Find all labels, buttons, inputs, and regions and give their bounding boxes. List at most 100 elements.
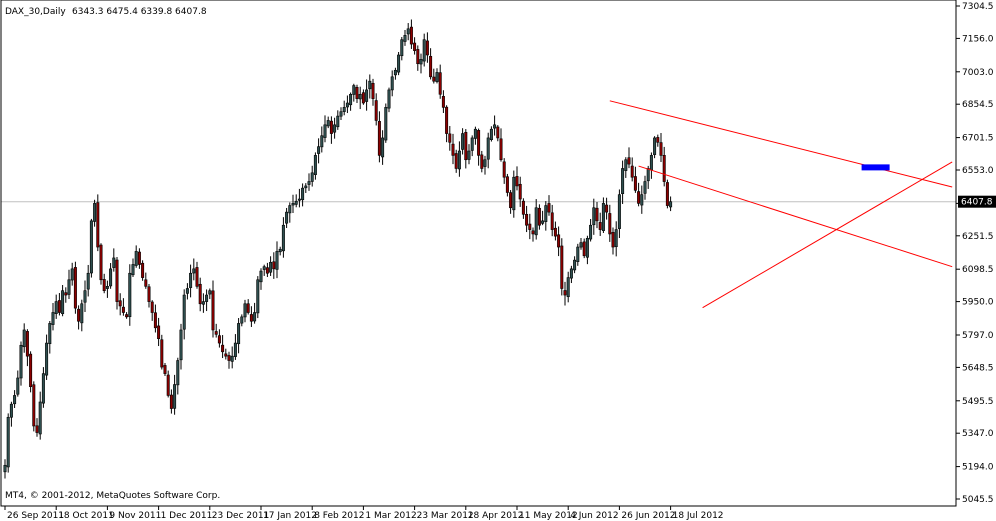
candle-body — [473, 128, 477, 139]
candle-body — [541, 220, 545, 224]
x-tick-label: 26 Sep 2011 — [7, 511, 64, 521]
candle-body — [317, 146, 321, 154]
candle — [163, 362, 167, 376]
candle — [166, 370, 170, 398]
candle-body — [208, 290, 212, 295]
candle-body — [637, 191, 641, 204]
candle — [301, 183, 305, 207]
candle — [153, 304, 157, 333]
candle-body — [233, 342, 237, 357]
candle-body — [179, 329, 183, 361]
candle-body — [448, 133, 452, 143]
candle — [333, 117, 337, 139]
candle-body — [537, 207, 541, 226]
candle — [441, 90, 445, 113]
candle-body — [157, 325, 161, 340]
candle-body — [633, 176, 637, 191]
candle-body — [665, 182, 669, 206]
chart-symbol: DAX_30,Daily — [5, 7, 66, 17]
level-marker-group[interactable] — [861, 164, 890, 171]
y-tick-label: 5045.5 — [962, 495, 994, 505]
candle-body — [227, 355, 231, 361]
candle-body — [176, 360, 180, 386]
candle — [656, 134, 660, 147]
candle — [89, 218, 93, 278]
candle-body — [83, 290, 87, 303]
candle-body — [576, 246, 580, 262]
x-tick-label: 18 Apr 2012 — [468, 511, 524, 521]
candle-body — [77, 308, 81, 322]
candle — [640, 185, 644, 214]
candle-body — [201, 301, 205, 305]
candle-body — [150, 301, 154, 313]
candle-body — [323, 124, 327, 138]
candle — [3, 459, 7, 479]
candle-body — [32, 384, 36, 427]
candle — [528, 213, 532, 240]
candle-body — [630, 165, 634, 178]
candle-body — [640, 194, 644, 206]
candle — [115, 256, 119, 310]
candle-body — [483, 159, 487, 167]
trendline[interactable] — [702, 161, 953, 309]
candle — [534, 199, 538, 240]
candle — [509, 190, 513, 214]
candle — [342, 100, 346, 116]
candle — [326, 116, 330, 129]
trendlines[interactable] — [609, 100, 953, 309]
candle-body — [653, 137, 657, 155]
candle-body — [131, 264, 135, 276]
candle-body — [310, 172, 314, 182]
candle — [576, 243, 580, 266]
candle — [662, 146, 666, 187]
candle — [112, 248, 116, 272]
y-tick-label: 5495.5 — [962, 397, 994, 407]
level-marker[interactable] — [861, 164, 890, 171]
candle-body — [73, 267, 77, 309]
candle-body — [342, 107, 346, 112]
candle — [451, 133, 455, 165]
candle — [294, 194, 298, 208]
candle-body — [141, 262, 145, 278]
y-tick-label: 6854.5 — [962, 100, 994, 110]
candle — [9, 401, 13, 427]
candle — [67, 269, 71, 299]
candle — [128, 264, 132, 326]
candle-body — [438, 72, 442, 95]
candle — [105, 280, 109, 298]
candle — [80, 299, 84, 332]
candle-body — [125, 314, 129, 318]
candle — [365, 79, 369, 111]
candle-body — [249, 314, 253, 322]
candle — [208, 288, 212, 300]
candle — [553, 221, 557, 241]
candle-body — [592, 207, 596, 226]
candle-body — [195, 267, 199, 287]
trendline[interactable] — [638, 165, 953, 268]
candle-body — [659, 142, 663, 156]
candle — [643, 175, 647, 200]
candle-body — [387, 89, 391, 109]
candle — [173, 374, 177, 415]
candle — [560, 238, 564, 296]
candle-body — [435, 72, 439, 82]
candle — [637, 182, 641, 207]
candle — [368, 74, 372, 99]
trendline[interactable] — [609, 100, 953, 188]
candle — [291, 194, 295, 213]
candle — [429, 48, 433, 80]
candle-body — [262, 266, 266, 270]
candle-body — [313, 155, 317, 175]
candle-body — [445, 106, 449, 134]
candle — [288, 202, 292, 223]
candle — [518, 176, 522, 207]
candle-body — [269, 262, 273, 273]
candle-body — [326, 120, 330, 127]
candle-body — [211, 290, 215, 331]
candle — [147, 284, 151, 308]
candle-body — [224, 353, 228, 357]
candle-body — [649, 155, 653, 171]
candle-body — [595, 207, 599, 222]
